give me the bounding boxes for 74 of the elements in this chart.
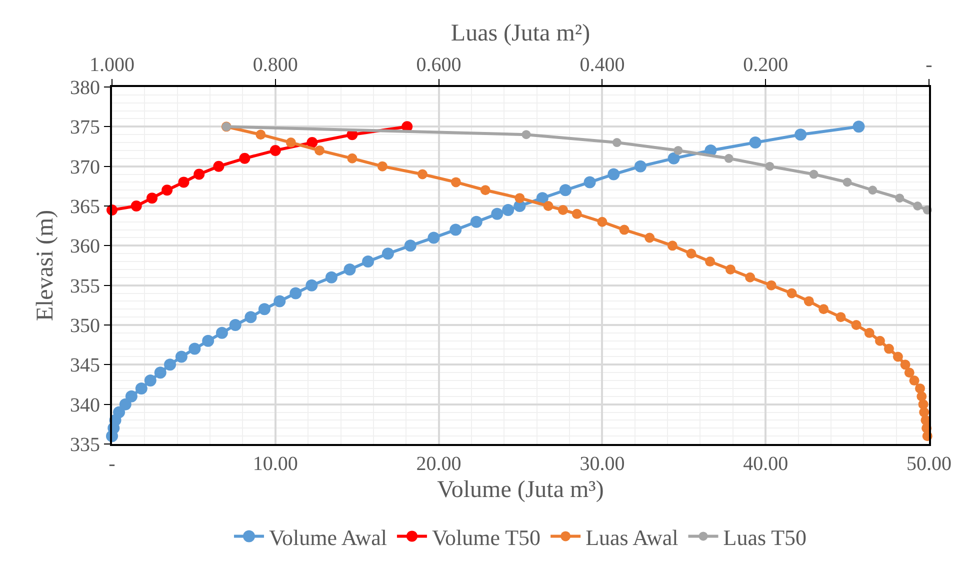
x2-tick-label: 1.000 <box>90 54 134 76</box>
y-tick-label: 365 <box>70 196 100 218</box>
legend-label: Luas T50 <box>723 524 807 550</box>
x-tick-label: 30.00 <box>580 453 625 475</box>
point <box>125 390 138 402</box>
point <box>344 263 356 276</box>
point <box>216 326 228 339</box>
y-tick-label: 350 <box>70 315 100 337</box>
legend-label: Volume Awal <box>269 524 387 550</box>
point <box>154 366 166 379</box>
point <box>491 208 504 220</box>
point <box>290 287 302 300</box>
x2-tick-label: 0.600 <box>416 54 462 76</box>
point <box>135 382 148 394</box>
point <box>668 152 680 164</box>
point <box>559 184 572 196</box>
x2-tick-label: 0.400 <box>580 54 625 76</box>
point <box>382 248 394 260</box>
y-tick-label: 340 <box>70 394 100 416</box>
point <box>178 176 190 188</box>
legend-label: Luas Awal <box>586 524 678 550</box>
point <box>362 256 374 268</box>
point <box>164 358 176 371</box>
x-axis-title: Volume (Juta m³) <box>437 476 604 503</box>
point <box>146 192 158 204</box>
y-tick-label: 375 <box>70 116 100 139</box>
point <box>749 136 762 149</box>
point <box>794 128 807 141</box>
point <box>175 350 188 363</box>
point <box>274 295 286 308</box>
point <box>306 137 318 148</box>
y-tick-label: 380 <box>70 77 100 99</box>
point <box>450 224 462 236</box>
y-tick-label: 345 <box>70 354 100 377</box>
point <box>229 319 242 331</box>
point <box>162 184 173 196</box>
y-tick-label: 335 <box>70 434 100 456</box>
point <box>119 398 132 410</box>
point <box>130 200 142 212</box>
point <box>536 192 548 204</box>
point <box>194 168 205 180</box>
point <box>239 152 250 164</box>
point <box>852 120 865 133</box>
point <box>270 144 281 156</box>
point <box>634 160 646 172</box>
x-tick-label: 20.00 <box>416 453 462 475</box>
x-tick-label: - <box>108 453 116 475</box>
y-axis-title: Elevasi (m) <box>32 210 59 322</box>
point <box>502 204 514 216</box>
point <box>584 176 596 188</box>
point <box>202 334 214 347</box>
y-tick-label: 370 <box>70 156 100 178</box>
point <box>306 279 318 292</box>
x-tick-label: 10.00 <box>252 453 298 475</box>
point <box>325 271 338 284</box>
point <box>404 240 416 252</box>
x2-axis-title: Luas (Juta m²) <box>450 20 590 47</box>
point <box>258 303 270 316</box>
x-tick-label: 50.00 <box>906 453 952 475</box>
x-tick-label: 40.00 <box>743 453 788 475</box>
point <box>144 374 156 387</box>
point <box>244 311 257 324</box>
y-tick-label: 355 <box>70 275 100 298</box>
point <box>608 168 620 180</box>
x2-tick-label: - <box>926 54 932 76</box>
point <box>188 342 201 355</box>
point <box>428 232 440 244</box>
x2-tick-label: 0.200 <box>743 54 788 76</box>
point <box>470 216 482 228</box>
x2-tick-label: 0.800 <box>252 54 298 76</box>
point <box>113 406 126 418</box>
y-tick-label: 360 <box>70 236 100 258</box>
point <box>213 160 224 172</box>
legend-label: Volume T50 <box>432 524 541 550</box>
